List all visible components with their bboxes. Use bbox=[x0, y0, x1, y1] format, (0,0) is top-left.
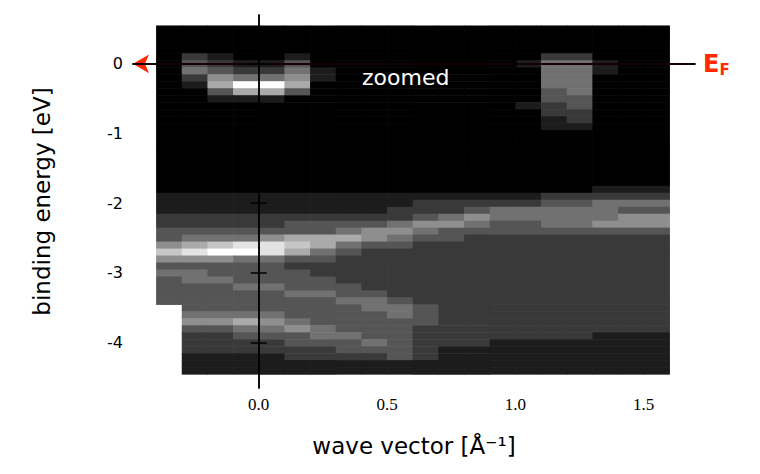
svg-text:1.5: 1.5 bbox=[633, 395, 654, 414]
svg-text:-2: -2 bbox=[107, 194, 123, 213]
svg-text:0.0: 0.0 bbox=[248, 395, 269, 414]
svg-text:zoomed: zoomed bbox=[362, 65, 449, 90]
svg-text:1.0: 1.0 bbox=[505, 395, 526, 414]
svg-text:-3: -3 bbox=[107, 263, 123, 282]
svg-text:0.5: 0.5 bbox=[376, 395, 397, 414]
svg-text:E: E bbox=[703, 50, 719, 78]
svg-text:0: 0 bbox=[113, 54, 123, 73]
svg-text:F: F bbox=[719, 61, 729, 79]
svg-text:wave vector [Å⁻¹]: wave vector [Å⁻¹] bbox=[312, 432, 515, 459]
svg-text:-4: -4 bbox=[107, 333, 123, 352]
svg-text:-1: -1 bbox=[107, 124, 123, 143]
svg-text:binding energy [eV]: binding energy [eV] bbox=[29, 87, 55, 315]
